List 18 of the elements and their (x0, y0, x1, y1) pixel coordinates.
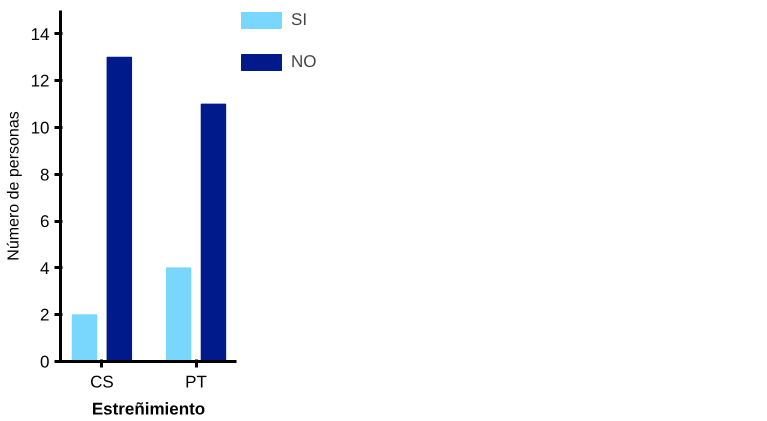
bar (200, 104, 226, 362)
bar (106, 56, 132, 362)
bar (166, 267, 192, 362)
y-tick-label: 10 (30, 118, 50, 138)
y-tick-label: 8 (40, 165, 50, 184)
y-tick-label: 14 (30, 24, 50, 44)
y-tick-label: 4 (40, 258, 50, 278)
x-axis-title: Estreñimiento (92, 400, 206, 418)
y-axis-title: Número de personas (6, 111, 23, 261)
y-tick-label: 6 (40, 212, 50, 232)
y-tick-label: 12 (30, 72, 50, 91)
x-tick-label: PT (185, 372, 207, 392)
legend-label: SI (291, 10, 308, 30)
y-tick-label: 0 (40, 352, 50, 372)
x-tick-label: CS (90, 372, 114, 392)
bar (72, 314, 98, 362)
y-tick-label: 2 (40, 306, 50, 325)
legend-label: NO (291, 52, 316, 72)
